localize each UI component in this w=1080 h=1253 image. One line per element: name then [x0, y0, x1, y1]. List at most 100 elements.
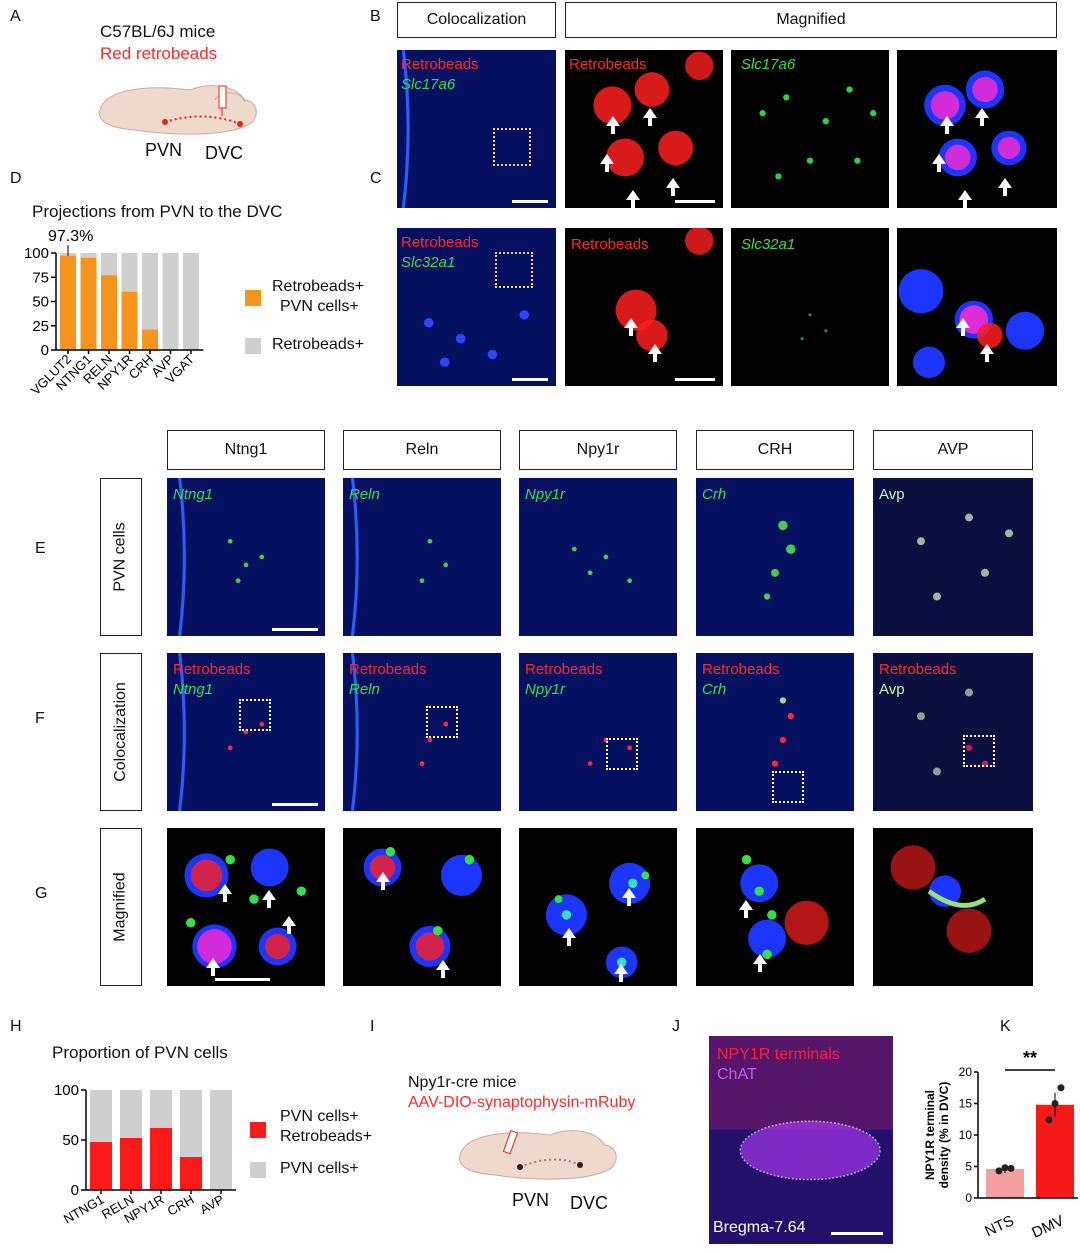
y-tick-label: 50 [32, 294, 49, 311]
bar-retrobeads-pvn [142, 329, 158, 350]
col-header-avp: AVP [873, 430, 1033, 470]
row-label-text: Magnified [112, 872, 129, 942]
label-gene: Crh [702, 486, 727, 503]
image-c-slc32a1: Slc32a1 [731, 228, 889, 386]
panel-letter-a: A [10, 8, 21, 25]
image-f-ntng1: Retrobeads Ntng1 [167, 653, 325, 811]
label-gene: Npy1r [525, 486, 566, 503]
image-g-ntng1 [167, 828, 325, 986]
y-tick-label: 0 [965, 1191, 972, 1205]
label-gene: Reln [349, 486, 380, 503]
label-retrobeads: Retrobeads [401, 234, 479, 251]
panel-i-site-pvn: PVN [512, 1190, 550, 1210]
y-tick-label: 75 [32, 269, 49, 286]
image-c-retrobeads: Retrobeads [565, 228, 723, 386]
label-gene: Slc17a6 [741, 56, 796, 73]
micrograph-b2 [593, 51, 714, 177]
image-b-slc17a6: Slc17a6 [731, 50, 889, 208]
label-gene: Reln [349, 681, 380, 698]
annotation-label: 97.3% [48, 228, 93, 245]
image-f-crh: Retrobeads Crh [696, 653, 854, 811]
header-magnified: Magnified [565, 2, 1057, 38]
micrograph-g4 [740, 854, 829, 960]
bar-retrobeads [183, 253, 199, 350]
panel-letter-g: G [35, 885, 48, 902]
inset-box [493, 128, 531, 166]
chart-d-title: Projections from PVN to the DVC [32, 202, 283, 221]
label-gene: Avp [879, 486, 905, 503]
image-c-colocalization: Retrobeads Slc32a1 [397, 228, 556, 386]
scale-bar [272, 628, 318, 631]
label-gene: Ntng1 [173, 486, 214, 503]
label-retrobeads: Retrobeads [401, 56, 479, 73]
label-gene: Ntng1 [173, 681, 214, 698]
bar-pvn-retrobeads [150, 1128, 172, 1190]
image-b-colocalization: Retrobeads Slc17a6 [397, 50, 556, 208]
y-tick-label: 0 [41, 342, 49, 359]
y-tick-label: 25 [32, 318, 49, 335]
data-point [995, 1167, 1003, 1175]
label-retrobeads: Retrobeads [569, 56, 647, 73]
legend-h-negative: PVN cells+ [280, 1160, 359, 1177]
inset-box [772, 771, 804, 803]
micrograph-f3 [519, 653, 677, 811]
scale-bar [272, 803, 318, 806]
panel-letter-b: B [370, 8, 381, 25]
image-g-reln [343, 828, 501, 986]
micrograph-b4 [924, 70, 1027, 177]
label-retrobeads: Retrobeads [349, 661, 427, 678]
label-gene: Crh [702, 681, 727, 698]
bar-retrobeads-pvn [121, 291, 138, 350]
y-tick-label: 15 [959, 1097, 973, 1111]
image-j-npy1r-terminals: NPY1R terminals ChAT Bregma-7.64 [709, 1036, 893, 1244]
label-retrobeads: Retrobeads [525, 661, 603, 678]
label-gene: Slc32a1 [401, 254, 456, 271]
panel-a-site-dvc: DVC [205, 143, 244, 163]
legend-d-positive-2: PVN cells+ [280, 298, 359, 315]
inset-box [963, 735, 995, 767]
label-retrobeads: Retrobeads [571, 236, 649, 253]
image-g-crh [696, 828, 854, 986]
bar-pvn-cells [210, 1090, 232, 1190]
col-header-ntng1: Ntng1 [167, 430, 325, 470]
row-label-text: Colocalization [112, 682, 130, 782]
micrograph-f1 [167, 653, 325, 811]
panel-a-tracer: Red retrobeads [100, 44, 218, 63]
image-g-avp [873, 828, 1033, 986]
panel-letter-j: J [672, 1018, 680, 1035]
micrograph-c3 [800, 313, 828, 341]
bar-retrobeads-pvn [80, 257, 97, 350]
data-point [1051, 1100, 1059, 1107]
row-label-text: PVN cells [112, 522, 130, 592]
image-g-npy1r [519, 828, 677, 986]
panel-letter-d: D [10, 170, 22, 187]
scale-bar [831, 1232, 883, 1235]
label-chat: ChAT [717, 1066, 757, 1083]
label-gene: Slc32a1 [741, 236, 796, 253]
inset-box [239, 699, 271, 731]
label-gene: Avp [879, 681, 905, 698]
row-label-colocalization: Colocalization [100, 653, 142, 811]
image-c-merge [897, 228, 1057, 386]
chart-h-title: Proportion of PVN cells [52, 1043, 228, 1062]
inset-box [606, 738, 638, 770]
micrograph-b3 [759, 86, 877, 180]
micrograph-e1 [167, 478, 325, 636]
micrograph-e5 [873, 478, 1033, 636]
bar-retrobeads-pvn [101, 275, 117, 350]
panel-a-strain: C57BL/6J mice [100, 22, 216, 41]
label-npy1r-terminals: NPY1R terminals [717, 1046, 840, 1063]
image-e-crh: Crh [696, 478, 854, 636]
col-header-reln: Reln [343, 430, 501, 470]
bar-pvn-retrobeads [120, 1138, 142, 1190]
data-point [1007, 1164, 1015, 1172]
y-tick-label: 5 [965, 1160, 972, 1174]
y-tick-label: 0 [71, 1182, 79, 1199]
bar-pvn-retrobeads [180, 1157, 202, 1190]
label-retrobeads: Retrobeads [702, 661, 780, 678]
legend-h-positive-1: PVN cells+ [280, 1108, 359, 1125]
label-gene: Npy1r [525, 681, 566, 698]
mouse-brain-diagram-i [459, 1129, 617, 1180]
image-b-retrobeads: Retrobeads [565, 50, 723, 208]
